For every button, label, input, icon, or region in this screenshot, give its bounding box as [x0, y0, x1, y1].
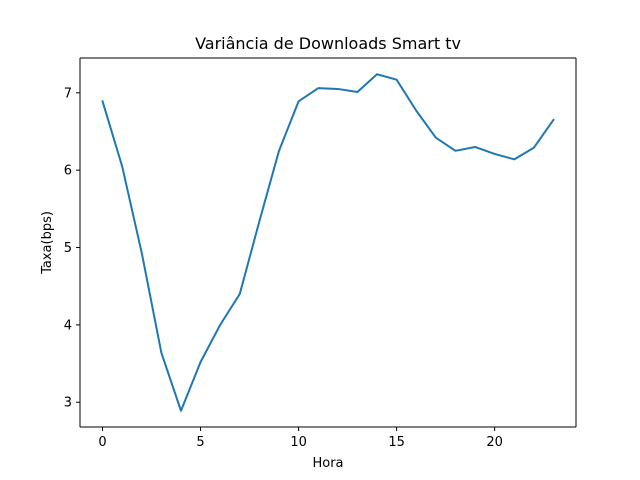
- chart-title: Variância de Downloads Smart tv: [195, 34, 461, 53]
- y-tick-label: 5: [64, 241, 72, 256]
- x-axis-label: Hora: [312, 456, 343, 471]
- smart-tv-series-line: [101, 73, 555, 412]
- smart-tv-data-point: [474, 146, 476, 148]
- smart-tv-data-point: [317, 87, 319, 89]
- smart-tv-data-point: [455, 150, 457, 152]
- x-tick-label: 10: [290, 435, 307, 450]
- smart-tv-data-point: [415, 110, 417, 112]
- y-tick-label: 3: [64, 396, 72, 411]
- y-tick-label: 7: [64, 86, 72, 101]
- x-tick-label: 15: [388, 435, 405, 450]
- smart-tv-data-point: [278, 150, 280, 152]
- smart-tv-data-point: [357, 91, 359, 93]
- smart-tv-data-point: [102, 101, 104, 103]
- x-tick-label: 5: [196, 435, 204, 450]
- smart-tv-data-point: [161, 352, 163, 354]
- y-tick-label: 4: [64, 318, 72, 333]
- smart-tv-data-point: [396, 79, 398, 81]
- smart-tv-data-point: [513, 159, 515, 161]
- smart-tv-data-point: [435, 137, 437, 139]
- smart-tv-data-point: [494, 153, 496, 155]
- x-tick-label: 0: [98, 435, 106, 450]
- smart-tv-data-point: [533, 147, 535, 149]
- smart-tv-data-point: [337, 88, 339, 90]
- y-axis-ticks: 3 4 5 6 7: [64, 86, 80, 411]
- smart-tv-data-point: [259, 220, 261, 222]
- x-axis-ticks: 0 5 10 15 20: [98, 427, 503, 450]
- smart-tv-data-point: [180, 410, 182, 412]
- smart-tv-data-point: [121, 166, 123, 168]
- y-tick-label: 6: [64, 164, 72, 179]
- x-tick-label: 20: [486, 435, 503, 450]
- plot-frame: [79, 57, 577, 428]
- smart-tv-data-point: [141, 252, 143, 254]
- plot-area: [80, 58, 576, 427]
- smart-tv-data-point: [239, 293, 241, 295]
- smart-tv-data-point: [219, 324, 221, 326]
- series-layer: [101, 73, 555, 412]
- y-axis-label: Taxa(bps): [40, 211, 55, 275]
- smart-tv-data-point: [553, 119, 555, 121]
- smart-tv-data-point: [298, 101, 300, 103]
- smart-tv-data-point: [200, 361, 202, 363]
- smart-tv-data-point: [376, 73, 378, 75]
